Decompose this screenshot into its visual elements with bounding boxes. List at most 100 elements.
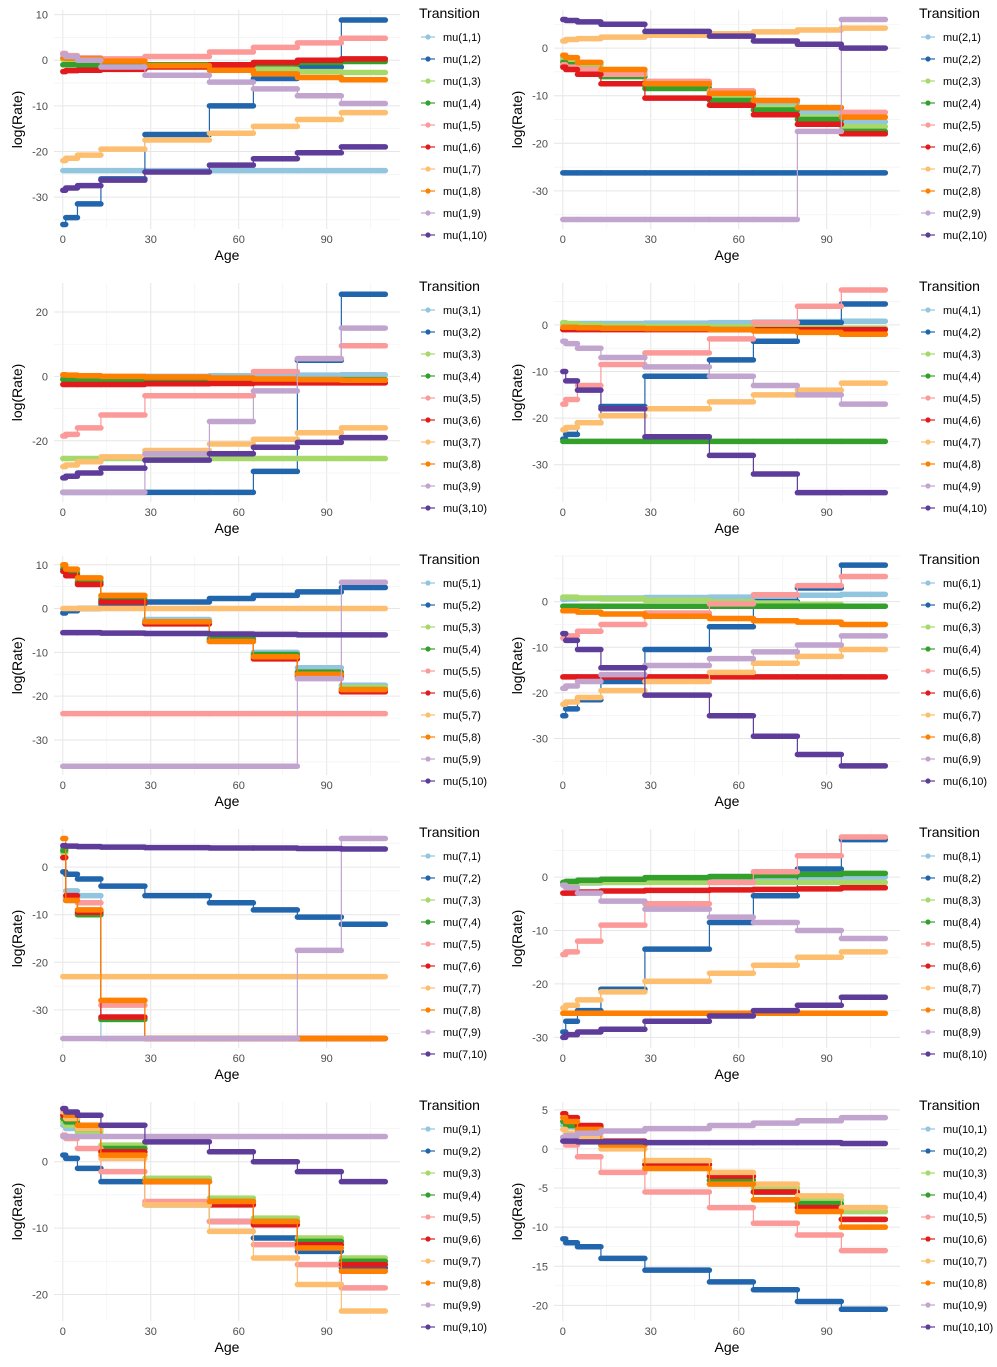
y-tick-label: -30	[32, 192, 48, 204]
legend-item: mu(8,8)	[921, 1005, 981, 1017]
legend-label: mu(1,4)	[443, 98, 481, 110]
legend-swatch	[425, 963, 431, 969]
x-axis-title: Age	[715, 247, 740, 263]
legend-label: mu(6,10)	[943, 776, 987, 788]
series-mu(1,7)	[60, 109, 389, 164]
legend-item: mu(10,2)	[921, 1146, 987, 1158]
legend-label: mu(4,7)	[943, 437, 981, 449]
series-mu(9,7)	[60, 1109, 389, 1314]
legend-label: mu(2,4)	[943, 98, 981, 110]
legend-swatch	[425, 483, 431, 489]
x-tick-label: 30	[645, 1326, 657, 1338]
legend-label: mu(1,5)	[443, 120, 481, 132]
x-tick-label: 0	[60, 234, 66, 246]
legend-swatch	[425, 373, 431, 379]
x-tick-label: 30	[645, 1053, 657, 1065]
legend-swatch	[925, 1126, 931, 1132]
series-mu(8,9)	[560, 882, 889, 942]
legend-label: mu(8,9)	[943, 1027, 981, 1039]
legend-item: mu(8,5)	[921, 939, 981, 951]
legend-label: mu(8,6)	[943, 961, 981, 973]
x-tick-label: 60	[233, 1053, 245, 1065]
legend-swatch	[425, 1280, 431, 1286]
x-tick-label: 60	[733, 234, 745, 246]
series-mu(4,5)	[560, 287, 889, 407]
legend-item: mu(5,3)	[421, 622, 481, 634]
legend-swatch	[425, 646, 431, 652]
legend-swatch	[925, 166, 931, 172]
y-tick-label: -10	[532, 925, 548, 937]
series-mu(3,7)	[60, 425, 389, 470]
chart-panel-8: 0 30 60 90 -30 -20 -10 0 Age log(Rate) Transition m…	[509, 824, 987, 1082]
legend-item: mu(10,10)	[921, 1322, 993, 1334]
legend-label: mu(7,7)	[443, 983, 481, 995]
x-tick-label: 60	[233, 507, 245, 519]
x-tick-label: 90	[321, 1053, 333, 1065]
legend-label: mu(7,3)	[443, 895, 481, 907]
y-tick-label: -10	[32, 910, 48, 922]
legend-swatch	[425, 144, 431, 150]
y-tick-label: -10	[532, 91, 548, 103]
y-tick-label: -20	[532, 138, 548, 150]
legend-label: mu(10,4)	[943, 1190, 987, 1202]
x-axis-title: Age	[715, 520, 740, 536]
legend-item: mu(2,9)	[921, 208, 981, 220]
series-mu(1,9)	[60, 51, 389, 107]
series-mu(3,8)	[60, 372, 389, 384]
legend-label: mu(10,2)	[943, 1146, 987, 1158]
legend-item: mu(5,7)	[421, 710, 481, 722]
legend-label: mu(10,1)	[943, 1124, 987, 1136]
legend-swatch	[925, 778, 931, 784]
gridlines	[554, 283, 900, 502]
legend-title: Transition	[419, 824, 480, 840]
y-tick-label: -15	[532, 1261, 548, 1273]
legend-item: mu(9,9)	[421, 1300, 481, 1312]
legend-swatch	[425, 875, 431, 881]
legend-swatch	[925, 1236, 931, 1242]
legend-item: mu(10,5)	[921, 1212, 987, 1224]
legend-item: mu(1,4)	[421, 98, 481, 110]
y-tick-label: 20	[36, 307, 48, 319]
legend-swatch	[925, 1302, 931, 1308]
series-mu(8,6)	[560, 885, 889, 896]
legend-label: mu(8,7)	[943, 983, 981, 995]
legend-label: mu(6,2)	[943, 600, 981, 612]
legend-item: mu(7,8)	[421, 1005, 481, 1017]
x-axis-title: Age	[215, 1066, 240, 1082]
legend-swatch	[425, 1126, 431, 1132]
y-axis-title: log(Rate)	[9, 1183, 25, 1241]
y-axis-title: log(Rate)	[9, 637, 25, 695]
y-axis-title: log(Rate)	[9, 91, 25, 149]
legend-label: mu(10,8)	[943, 1278, 987, 1290]
chart-panel-9: 0 30 60 90 -20 -10 0 Age log(Rate) Transition mu(9…	[9, 1097, 487, 1355]
x-axis-title: Age	[715, 1066, 740, 1082]
legend-swatch	[425, 1214, 431, 1220]
legend-swatch	[925, 56, 931, 62]
legend-label: mu(8,1)	[943, 851, 981, 863]
series-mu(4,10)	[560, 368, 889, 496]
y-tick-label: 0	[42, 862, 48, 874]
legend-item: mu(8,3)	[921, 895, 981, 907]
legend-item: mu(1,9)	[421, 208, 481, 220]
series-mu(7,9)	[60, 835, 389, 1042]
chart-panel-3: 0 30 60 90 -20 0 20 Age log(Rate) Transition mu(3,…	[9, 278, 487, 536]
y-tick-label: 0	[42, 371, 48, 383]
legend-swatch	[925, 875, 931, 881]
x-tick-label: 30	[145, 1053, 157, 1065]
legend-label: mu(3,3)	[443, 349, 481, 361]
legend-swatch	[425, 919, 431, 925]
legend-label: mu(6,3)	[943, 622, 981, 634]
legend-swatch	[425, 307, 431, 313]
legend-item: mu(6,6)	[921, 688, 981, 700]
series-mu(10,8)	[560, 1114, 889, 1230]
legend-item: mu(1,1)	[421, 32, 481, 44]
legend-item: mu(8,2)	[921, 873, 981, 885]
legend-swatch	[425, 734, 431, 740]
x-tick-label: 90	[321, 234, 333, 246]
legend-label: mu(2,9)	[943, 208, 981, 220]
legend-swatch	[425, 1258, 431, 1264]
legend-swatch	[925, 78, 931, 84]
legend-item: mu(3,3)	[421, 349, 481, 361]
legend-item: mu(4,6)	[921, 415, 981, 427]
legend-swatch	[925, 1051, 931, 1057]
